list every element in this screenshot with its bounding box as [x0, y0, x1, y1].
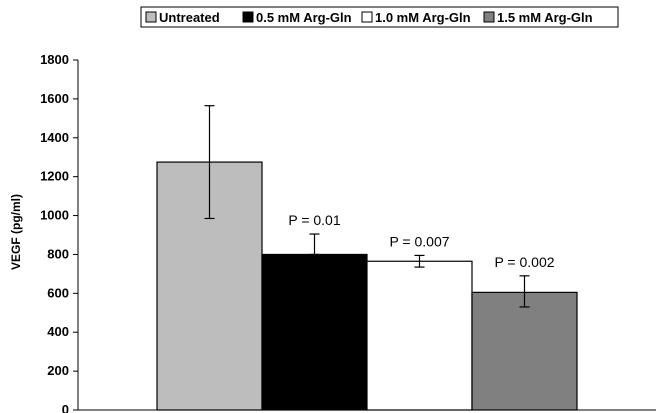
legend-border — [140, 6, 619, 28]
legend-swatch-1-0mm — [361, 11, 373, 23]
y-tick-label: 1400 — [40, 130, 69, 145]
p-value-label-3: P = 0.002 — [494, 254, 554, 270]
y-tick-label: 1600 — [40, 91, 69, 106]
y-axis-label: VEGF (pg/ml) — [9, 194, 23, 270]
p-value-label-1: P = 0.01 — [288, 212, 341, 228]
legend-swatch-untreated — [145, 11, 157, 23]
legend-label-untreated: Untreated — [159, 10, 220, 25]
legend-label-1-0mm: 1.0 mM Arg-Gln — [375, 10, 471, 25]
y-tick-label: 0 — [62, 402, 69, 413]
legend: Untreated 0.5 mM Arg-Gln 1.0 mM Arg-Gln … — [140, 6, 619, 28]
y-tick-label: 200 — [47, 363, 69, 378]
p-value-label-2: P = 0.007 — [389, 233, 449, 249]
y-tick-label: 800 — [47, 246, 69, 261]
y-tick-label: 1800 — [40, 52, 69, 67]
legend-swatch-0-5mm — [242, 11, 254, 23]
legend-label-0-5mm: 0.5 mM Arg-Gln — [256, 10, 352, 25]
y-tick-label: 1000 — [40, 208, 69, 223]
y-tick-label: 600 — [47, 285, 69, 300]
legend-swatch-1-5mm — [483, 11, 495, 23]
y-axis-ticks: 0 200 400 600 800 1000 1200 1400 1600 1800 — [40, 52, 78, 413]
error-bars — [204, 105, 530, 308]
y-tick-label: 1200 — [40, 169, 69, 184]
legend-label-1-5mm: 1.5 mM Arg-Gln — [497, 10, 593, 25]
y-tick-label: 400 — [47, 324, 69, 339]
bar-1 — [261, 253, 368, 411]
bar-2 — [366, 260, 473, 411]
bars — [156, 161, 578, 411]
bar-3 — [471, 291, 578, 411]
p-value-annotations: P = 0.01 P = 0.007 P = 0.002 — [288, 212, 554, 270]
